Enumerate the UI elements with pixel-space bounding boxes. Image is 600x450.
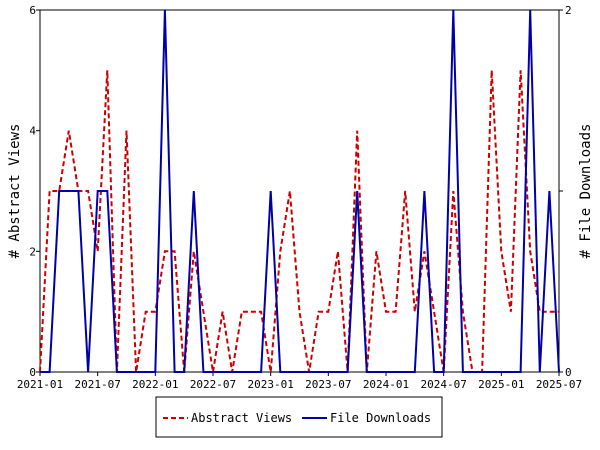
right-y-axis: 02 xyxy=(559,4,572,379)
x-tick-label: 2023-07 xyxy=(305,378,351,391)
x-tick-label: 2024-01 xyxy=(363,378,409,391)
x-tick-label: 2025-07 xyxy=(536,378,582,391)
x-tick-label: 2021-07 xyxy=(74,378,120,391)
left-y-tick-label: 0 xyxy=(29,366,36,379)
x-axis: 2021-01 2021-07 2022-01 2022-07 2023-01 2023-… xyxy=(17,372,582,391)
series-layer xyxy=(39,9,560,373)
legend-label-file-downloads: File Downloads xyxy=(330,411,431,425)
legend: Abstract Views File Downloads xyxy=(155,396,443,438)
x-tick-label: 2025-01 xyxy=(478,378,524,391)
right-y-tick-label: 2 xyxy=(565,4,572,17)
x-tick-label: 2021-01 xyxy=(17,378,63,391)
plot-area xyxy=(39,9,560,373)
left-y-tick-label: 2 xyxy=(29,245,36,258)
right-axis-title: # File Downloads xyxy=(578,124,594,259)
series-line-file-downloads xyxy=(40,9,560,373)
legend-box xyxy=(155,396,443,438)
x-tick-label: 2023-01 xyxy=(247,378,293,391)
left-y-tick-label: 6 xyxy=(29,4,36,17)
legend-label-abstract-views: Abstract Views xyxy=(191,411,292,425)
x-tick-label: 2024-07 xyxy=(420,378,466,391)
x-tick-label: 2022-07 xyxy=(190,378,236,391)
right-y-tick-label: 0 xyxy=(565,366,572,379)
x-tick-label: 2022-01 xyxy=(132,378,178,391)
left-y-tick-label: 4 xyxy=(29,125,36,138)
left-y-axis: 0 2 4 6 xyxy=(29,4,40,379)
left-axis-title: # Abstract Views xyxy=(7,124,23,259)
